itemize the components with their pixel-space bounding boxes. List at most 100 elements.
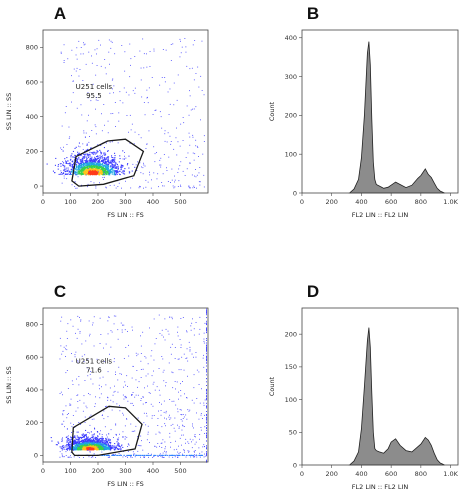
scatter-point <box>90 447 92 449</box>
scatter-point <box>66 173 68 175</box>
scatter-point <box>77 436 79 438</box>
scatter-point <box>69 163 71 165</box>
scatter-point <box>82 159 84 161</box>
scatter-point <box>174 179 176 181</box>
scatter-point <box>76 445 78 447</box>
scatter-point <box>156 446 158 448</box>
scatter-point <box>110 447 112 449</box>
scatter-point <box>199 181 201 183</box>
scatter-point <box>96 431 98 433</box>
scatter-point <box>74 167 76 169</box>
scatter-point <box>80 170 82 172</box>
scatter-point <box>86 444 88 446</box>
scatter-point <box>97 162 99 164</box>
scatter-point <box>66 157 68 159</box>
scatter-point <box>170 44 172 45</box>
scatter-point <box>122 446 124 448</box>
scatter-point <box>107 397 109 399</box>
scatter-point <box>111 409 113 411</box>
scatter-point <box>113 166 115 168</box>
scatter-point <box>171 371 173 373</box>
scatter-point <box>62 446 64 448</box>
scatter-point <box>79 162 81 164</box>
scatter-point <box>99 169 101 171</box>
scatter-point <box>80 170 82 172</box>
scatter-point <box>78 163 80 165</box>
scatter-point <box>206 346 207 348</box>
scatter-point <box>63 177 65 179</box>
scatter-point <box>88 449 90 451</box>
scatter-point <box>183 369 185 371</box>
scatter-point <box>103 162 105 164</box>
scatter-point <box>113 315 115 317</box>
scatter-point <box>161 454 163 456</box>
scatter-point <box>168 456 170 458</box>
scatter-point <box>195 145 197 147</box>
scatter-point <box>89 168 91 170</box>
scatter-point <box>95 162 97 164</box>
scatter-point <box>110 449 112 451</box>
scatter-point <box>193 387 195 389</box>
scatter-point <box>89 158 91 160</box>
scatter-point <box>74 436 76 438</box>
scatter-point <box>101 441 103 443</box>
scatter-point <box>105 160 107 162</box>
scatter-point <box>163 456 165 458</box>
scatter-point <box>179 145 181 147</box>
scatter-point <box>103 154 105 156</box>
scatter-point <box>95 170 97 172</box>
y-tick-label: 600 <box>26 78 38 86</box>
scatter-point <box>107 454 109 456</box>
scatter-point <box>80 172 82 174</box>
scatter-point <box>152 383 154 385</box>
scatter-point <box>170 182 171 183</box>
scatter-point <box>164 140 166 142</box>
scatter-point <box>90 378 92 380</box>
scatter-point <box>206 320 207 322</box>
scatter-point <box>92 440 94 442</box>
scatter-point <box>79 166 81 168</box>
scatter-point <box>185 358 187 359</box>
scatter-point <box>93 345 95 347</box>
scatter-point <box>172 387 174 389</box>
scatter-point <box>88 440 90 442</box>
scatter-point <box>83 434 85 435</box>
scatter-point <box>109 141 111 143</box>
scatter-point <box>87 446 89 448</box>
scatter-point <box>178 358 180 360</box>
scatter-point <box>159 402 160 403</box>
x-tick-label: 1.0K <box>443 198 458 206</box>
scatter-point <box>99 158 101 160</box>
scatter-point <box>108 448 110 450</box>
scatter-point <box>105 162 107 164</box>
scatter-point <box>186 105 188 107</box>
scatter-point <box>91 172 93 174</box>
scatter-point <box>133 453 134 455</box>
scatter-point <box>100 393 102 395</box>
scatter-point <box>103 169 105 171</box>
scatter-point <box>71 437 73 439</box>
scatter-point <box>186 331 188 333</box>
scatter-point <box>73 439 75 441</box>
scatter-point <box>101 155 103 157</box>
scatter-point <box>106 443 108 445</box>
scatter-point <box>61 125 63 127</box>
scatter-point <box>141 96 143 98</box>
scatter-point <box>132 392 134 393</box>
scatter-point <box>89 168 91 170</box>
scatter-point <box>90 173 92 175</box>
scatter-point <box>107 165 109 167</box>
scatter-point <box>116 170 118 172</box>
scatter-point <box>203 340 205 342</box>
scatter-point <box>87 445 89 447</box>
scatter-point <box>76 435 78 437</box>
scatter-point <box>65 405 67 407</box>
scatter-point <box>191 454 193 456</box>
scatter-point <box>74 172 76 174</box>
scatter-point <box>134 430 136 432</box>
scatter-point <box>204 426 206 428</box>
scatter-point <box>73 449 75 450</box>
scatter-point <box>79 317 80 318</box>
scatter-point <box>206 454 207 456</box>
scatter-point <box>189 349 191 351</box>
